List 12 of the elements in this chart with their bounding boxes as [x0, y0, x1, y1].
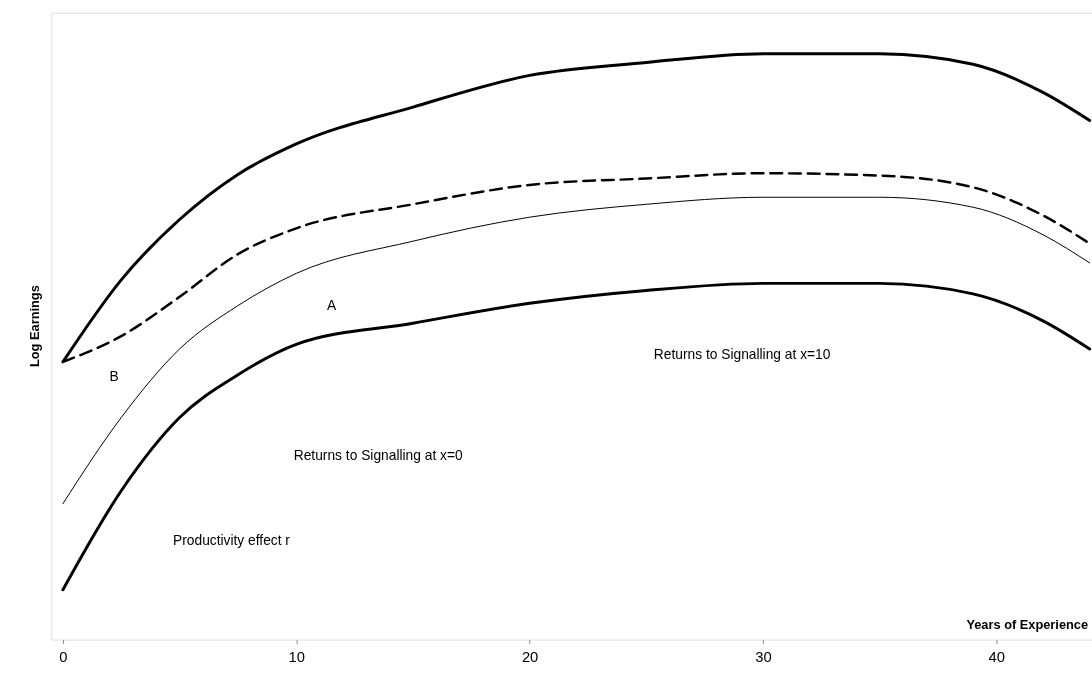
- y-axis-title: Log Earnings: [27, 285, 43, 368]
- x-tick-label: 40: [988, 648, 1006, 665]
- annotation: B: [109, 369, 119, 385]
- x-tick-label: 20: [521, 648, 539, 665]
- x-tick-label: 0: [59, 648, 68, 665]
- x-tick-label: 30: [755, 648, 772, 665]
- annotation: Returns to Signalling at x=0: [293, 447, 463, 463]
- annotation: Returns to Signalling at x=10: [653, 346, 831, 362]
- annotation: Productivity effect r: [173, 533, 291, 549]
- x-axis-title: Years of Experience: [966, 616, 1089, 632]
- x-tick-label: 10: [288, 648, 305, 665]
- annotation: A: [327, 298, 338, 314]
